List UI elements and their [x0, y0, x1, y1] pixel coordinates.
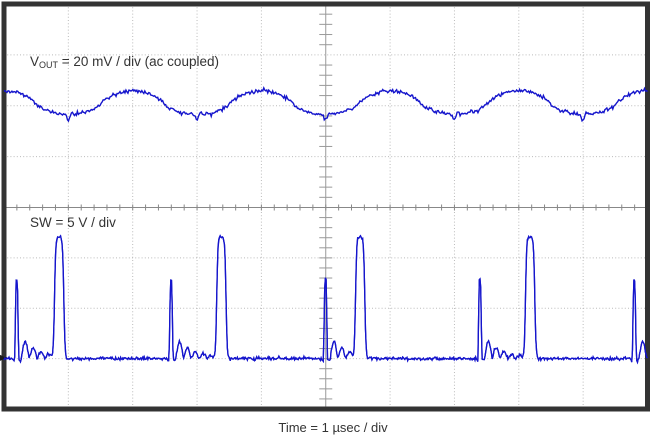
svg-text:VOUT = 20 mV / div (ac coupled: VOUT = 20 mV / div (ac coupled): [30, 54, 219, 70]
svg-text:SW = 5 V / div: SW = 5 V / div: [30, 215, 116, 230]
svg-text:Time = 1 µsec / div: Time = 1 µsec / div: [278, 420, 388, 435]
